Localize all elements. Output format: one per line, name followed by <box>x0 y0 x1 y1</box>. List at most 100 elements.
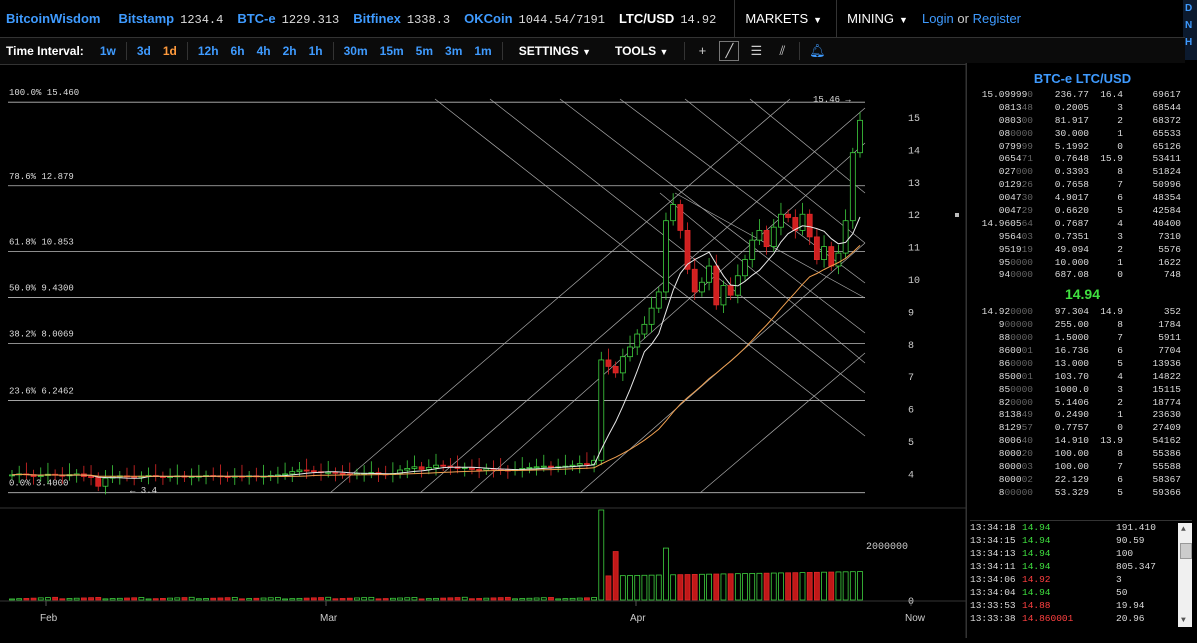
horizontal-lines-tool-icon[interactable]: ☰ <box>750 43 763 58</box>
volume-bar <box>282 598 288 601</box>
volume-bar <box>684 574 691 601</box>
last-price: 14.94 <box>1064 286 1101 303</box>
interval-30m[interactable]: 30m <box>343 44 368 58</box>
bid-row: 800003 100.00 7 55588 <box>998 461 1181 473</box>
fib-label: 78.6% 12.879 <box>9 172 74 182</box>
alert-bell-icon[interactable]: 🔔︎ <box>809 43 826 58</box>
volume-bar <box>296 597 303 601</box>
scroll-down-icon[interactable]: ▼ <box>1181 616 1186 625</box>
brand-logo[interactable]: BitcoinWisdom <box>6 11 101 26</box>
volume-bar <box>641 574 648 601</box>
bid-row: 800000 53.329 5 59366 <box>998 486 1181 498</box>
scroll-up-icon[interactable]: ▲ <box>1181 525 1186 534</box>
trades-scrollbar[interactable]: ▲ ▼ <box>1178 523 1192 627</box>
candle-body <box>706 265 712 283</box>
volume-bar <box>548 597 554 601</box>
volume-bar <box>73 597 80 601</box>
register-link[interactable]: Register <box>972 11 1022 26</box>
bid-row: 850001 103.70 4 14822 <box>998 370 1181 382</box>
candle-body <box>670 204 677 222</box>
tools-menu[interactable]: TOOLS ▼ <box>614 44 669 58</box>
fib-label: 50.0% 9.4300 <box>9 283 74 293</box>
candle-body <box>598 359 605 461</box>
exchange-okcoin[interactable]: OKCoin 1044.54/7191 <box>464 10 605 27</box>
candle-body <box>634 333 641 348</box>
volume-bar <box>591 597 598 601</box>
ma-short-line <box>11 216 861 479</box>
price-tick-label: 5 <box>908 438 914 449</box>
scroll-thumb[interactable] <box>1180 543 1192 559</box>
candle-body <box>548 465 554 468</box>
volume-bar <box>397 597 403 601</box>
crosshair-tool-icon[interactable]: + <box>698 43 707 58</box>
volume-bar <box>433 597 439 601</box>
interval-5m[interactable]: 5m <box>415 44 434 58</box>
interval-2h[interactable]: 2h <box>282 44 297 58</box>
exchange-ltc-usd[interactable]: LTC/USD 14.92 <box>618 10 717 27</box>
exchange-bitfinex[interactable]: Bitfinex 1338.3 <box>353 10 451 27</box>
chevron-down-icon: ▼ <box>899 15 908 25</box>
candle-body <box>612 366 619 374</box>
price-tick-label: 12 <box>908 211 920 222</box>
markets-menu[interactable]: MARKETS ▼ <box>734 0 832 37</box>
interval-15m[interactable]: 15m <box>379 44 404 58</box>
volume-bar <box>504 596 511 601</box>
candle-body <box>821 246 827 260</box>
fan-tool-icon[interactable]: ⫽ <box>779 43 786 58</box>
exchange-bitstamp[interactable]: Bitstamp 1234.4 <box>118 10 224 27</box>
mining-menu[interactable]: MINING ▼ <box>836 0 918 37</box>
volume-bar <box>310 597 317 601</box>
interval-3m[interactable]: 3m <box>445 44 463 58</box>
interval-1w[interactable]: 1w <box>99 44 116 58</box>
candle-body <box>88 476 94 478</box>
bid-row: 860001 16.736 6 7704 <box>998 345 1181 357</box>
candle-body <box>303 469 310 472</box>
volume-bar <box>246 598 253 601</box>
candle-body <box>397 469 403 474</box>
fib-label: 0.0% 3.4000 <box>9 479 68 489</box>
trend-line <box>619 98 866 284</box>
interval-1m[interactable]: 1m <box>474 44 492 58</box>
interval-1h[interactable]: 1h <box>308 44 323 58</box>
candle-body <box>425 467 432 470</box>
settings-menu[interactable]: SETTINGS ▼ <box>518 44 591 58</box>
price-tick-label: 14 <box>908 146 920 157</box>
volume-bar <box>828 571 835 601</box>
volume-bar <box>346 597 353 601</box>
bid-row: 880000 1.5000 7 5911 <box>998 332 1181 344</box>
interval-6h[interactable]: 6h <box>230 44 245 58</box>
volume-bar <box>612 551 619 601</box>
recent-trades[interactable]: 13:34:18 14.94 191.410 13:34:15 14.94 90.59 13… <box>970 520 1192 629</box>
trend-line <box>659 192 866 364</box>
volume-bar <box>389 597 396 601</box>
candle-body <box>713 265 720 306</box>
line-tool-icon[interactable]: ╱ <box>719 41 740 61</box>
volume-bar <box>447 597 454 601</box>
candle-body <box>102 477 109 487</box>
volume-bar <box>670 574 677 601</box>
candle-body <box>339 472 346 475</box>
volume-bar <box>849 571 856 601</box>
candle-body <box>584 463 590 465</box>
top-bar: BitcoinWisdom Bitstamp 1234.4 BTC-e 1229.3… <box>0 0 1197 60</box>
volume-bar <box>37 597 44 601</box>
ask-row: 14.960564 0.7687 4 40400 <box>981 217 1181 229</box>
ask-row: 951919 49.094 2 5576 <box>998 243 1181 255</box>
trade-row: 13:33:38 14.860001 20.96 <box>970 613 1145 624</box>
chevron-down-icon: ▼ <box>582 47 591 57</box>
trend-line <box>469 142 866 494</box>
price-chart[interactable]: 100.0% 15.460 78.6% 12.879 61.8% 10.853 50.… <box>0 63 967 638</box>
exchange-btce[interactable]: BTC-e 1229.313 <box>237 10 340 27</box>
ask-row: 080000 30.000 1 65533 <box>998 127 1181 139</box>
interval-3d[interactable]: 3d <box>136 44 151 58</box>
interval-1d[interactable]: 1d <box>162 44 177 58</box>
interval-4h[interactable]: 4h <box>256 44 271 58</box>
interval-12h[interactable]: 12h <box>197 44 219 58</box>
login-link[interactable]: Login <box>921 11 954 26</box>
volume-bar <box>519 598 526 601</box>
volume-bar <box>95 597 102 601</box>
ask-row: 027000 0.3393 8 51824 <box>998 166 1181 178</box>
volume-bar <box>260 597 267 601</box>
